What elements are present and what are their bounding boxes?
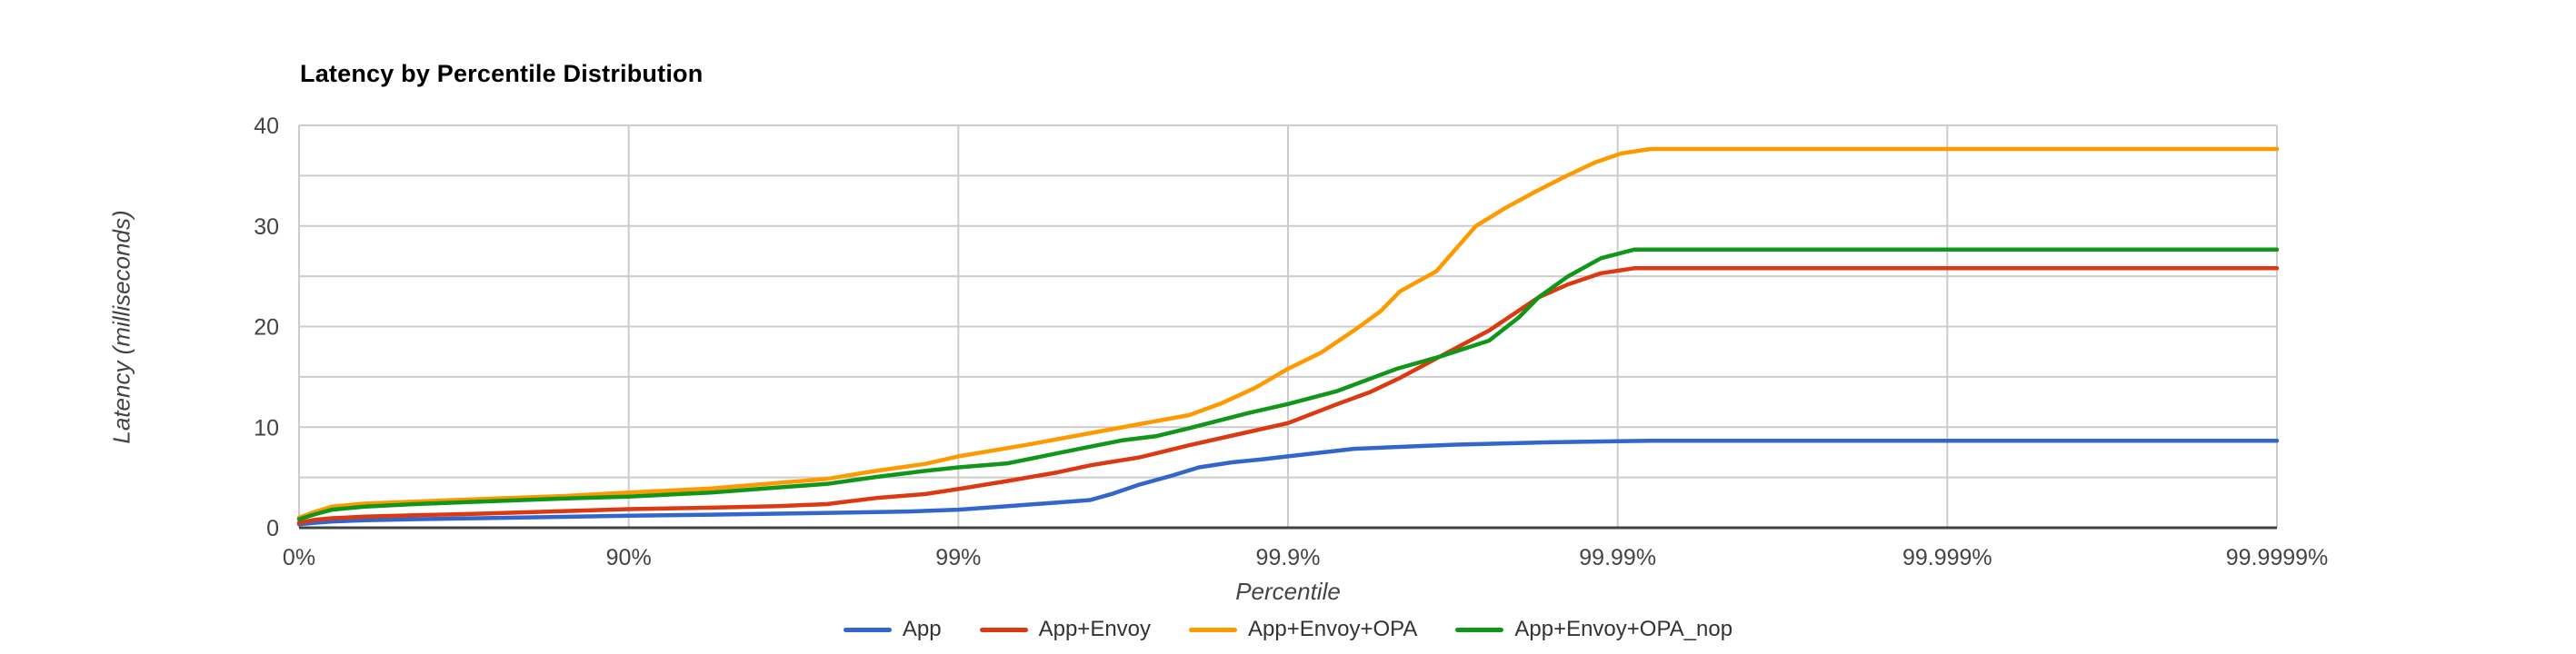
x-tick-label: 90% (606, 545, 652, 570)
y-tick-label: 10 (254, 415, 279, 441)
legend-item-app-envoy-opa-nop: App+Envoy+OPA_nop (1455, 617, 1732, 642)
chart-title: Latency by Percentile Distribution (300, 60, 704, 87)
series-line-app (296, 438, 2280, 527)
legend-swatch-app-envoy-opa (1189, 627, 1238, 632)
legend-swatch-app-envoy (979, 627, 1028, 632)
x-tick-label: 0% (283, 545, 315, 570)
y-tick-label: 30 (254, 214, 279, 240)
legend-swatch-app-envoy-opa-nop (1455, 627, 1504, 632)
y-tick-label: 0 (266, 516, 279, 541)
x-axis-title: Percentile (1235, 578, 1341, 605)
legend-label-app-envoy: App+Envoy (1038, 617, 1152, 641)
x-tick-label: 99.9999% (2226, 545, 2329, 570)
series-line-app-envoy-opa (296, 146, 2280, 520)
x-tick-label: 99.9% (1256, 545, 1321, 570)
legend-label-app-envoy-opa-nop: App+Envoy+OPA_nop (1514, 617, 1733, 641)
legend-item-app-envoy-opa: App+Envoy+OPA (1189, 617, 1417, 642)
legend-label-app-envoy-opa: App+Envoy+OPA (1248, 617, 1418, 641)
x-tick-label: 99% (935, 545, 981, 570)
y-tick-label: 20 (254, 315, 279, 341)
legend-item-app-envoy: App+Envoy (979, 617, 1152, 642)
x-tick-label: 99.999% (1902, 545, 1992, 570)
legend-label-app: App (902, 617, 942, 641)
legend: App App+Envoy App+Envoy+OPA App+Envoy+OP… (0, 614, 2576, 645)
series-line-app-envoy-opa-nop (296, 247, 2280, 521)
x-tick-label: 99.99% (1579, 545, 1656, 570)
legend-swatch-app (843, 627, 892, 632)
legend-item-app: App (843, 617, 942, 642)
y-tick-label: 40 (254, 114, 279, 139)
